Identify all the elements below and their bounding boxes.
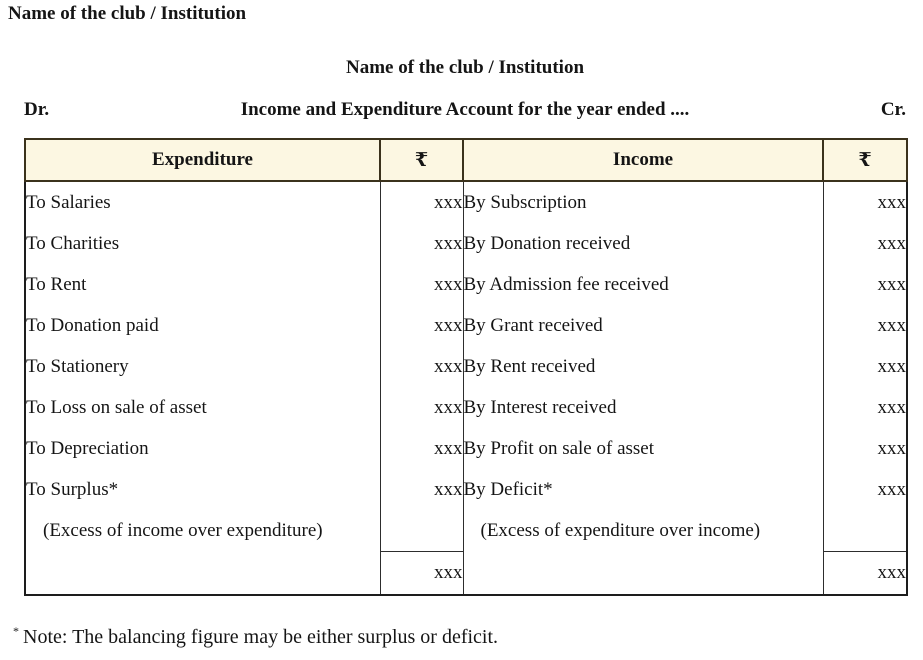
table-header-row: Expenditure ₹ Income ₹	[24, 138, 908, 182]
cr-label: Cr.	[880, 99, 906, 120]
expenditure-amount: xxx	[379, 469, 464, 510]
income-total-amount: xxx	[822, 551, 908, 595]
income-amount: xxx	[822, 387, 908, 428]
income-item: By Rent received	[462, 346, 824, 387]
expenditure-item: To Depreciation	[24, 428, 381, 469]
table-row: To Salaries xxx By Subscription xxx	[24, 181, 908, 223]
expenditure-item: To Surplus*	[24, 469, 381, 510]
income-item: (Excess of expenditure over income)	[462, 510, 824, 552]
income-amount: xxx	[822, 469, 908, 510]
expenditure-item: To Loss on sale of asset	[24, 387, 381, 428]
account-entity-title: Name of the club / Institution	[345, 57, 585, 78]
income-amount: xxx	[822, 428, 908, 469]
income-item: By Donation received	[462, 223, 824, 264]
table-row: To Surplus* xxx By Deficit* xxx	[24, 469, 908, 510]
income-item: By Grant received	[462, 305, 824, 346]
income-total-spacer	[462, 551, 824, 595]
table-total-row: xxx xxx	[24, 551, 908, 595]
footnote-asterisk: *	[13, 624, 19, 638]
expenditure-total-spacer	[24, 551, 381, 595]
income-amount: xxx	[822, 223, 908, 264]
income-item: By Deficit*	[462, 469, 824, 510]
income-expenditure-table: Expenditure ₹ Income ₹ To Salaries xxx B…	[24, 138, 908, 596]
expenditure-amount: xxx	[379, 223, 464, 264]
footnote: * Note: The balancing figure may be eithe…	[13, 624, 498, 649]
table-row: To Donation paid xxx By Grant received x…	[24, 305, 908, 346]
table-row: To Stationery xxx By Rent received xxx	[24, 346, 908, 387]
income-column-header: Income	[462, 138, 824, 182]
expenditure-column-header: Expenditure	[24, 138, 381, 182]
expenditure-amount: xxx	[379, 305, 464, 346]
footnote-text: Note: The balancing figure may be either…	[23, 626, 499, 648]
table-row: To Rent xxx By Admission fee received xx…	[24, 264, 908, 305]
income-amount: xxx	[822, 181, 908, 223]
table-row-excess-note: (Excess of income over expenditure) (Exc…	[24, 510, 908, 552]
expenditure-amount: xxx	[379, 181, 464, 223]
page-title: Name of the club / Institution	[8, 3, 247, 24]
account-heading: Income and Expenditure Account for the y…	[240, 99, 690, 120]
expenditure-amount: xxx	[379, 264, 464, 305]
income-item: By Subscription	[462, 181, 824, 223]
income-amount-column-header: ₹	[822, 138, 908, 182]
expenditure-amount: xxx	[379, 387, 464, 428]
income-amount: xxx	[822, 305, 908, 346]
dr-label: Dr.	[24, 99, 50, 120]
expenditure-amount-column-header: ₹	[379, 138, 464, 182]
expenditure-item: To Stationery	[24, 346, 381, 387]
expenditure-item: To Salaries	[24, 181, 381, 223]
account-heading-row: Dr. Income and Expenditure Account for t…	[24, 99, 906, 125]
expenditure-item: To Rent	[24, 264, 381, 305]
expenditure-amount: xxx	[379, 346, 464, 387]
table-row: To Charities xxx By Donation received xx…	[24, 223, 908, 264]
expenditure-total-amount: xxx	[379, 551, 464, 595]
table-row: To Loss on sale of asset xxx By Interest…	[24, 387, 908, 428]
income-amount	[822, 510, 908, 552]
income-amount: xxx	[822, 264, 908, 305]
income-amount: xxx	[822, 346, 908, 387]
expenditure-amount: xxx	[379, 428, 464, 469]
expenditure-item: (Excess of income over expenditure)	[24, 510, 381, 552]
expenditure-item: To Charities	[24, 223, 381, 264]
income-item: By Admission fee received	[462, 264, 824, 305]
expenditure-item: To Donation paid	[24, 305, 381, 346]
expenditure-amount	[379, 510, 464, 552]
income-item: By Interest received	[462, 387, 824, 428]
table-row: To Depreciation xxx By Profit on sale of…	[24, 428, 908, 469]
income-item: By Profit on sale of asset	[462, 428, 824, 469]
